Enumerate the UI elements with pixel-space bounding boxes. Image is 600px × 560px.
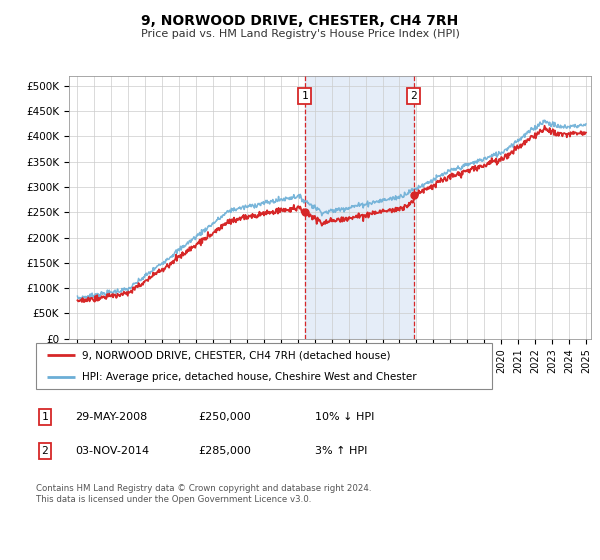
Text: £250,000: £250,000: [198, 412, 251, 422]
FancyBboxPatch shape: [36, 343, 492, 389]
Text: 3% ↑ HPI: 3% ↑ HPI: [315, 446, 367, 456]
Text: 9, NORWOOD DRIVE, CHESTER, CH4 7RH: 9, NORWOOD DRIVE, CHESTER, CH4 7RH: [142, 14, 458, 28]
Text: Contains HM Land Registry data © Crown copyright and database right 2024.
This d: Contains HM Land Registry data © Crown c…: [36, 484, 371, 504]
Text: 1: 1: [301, 91, 308, 101]
Text: 2: 2: [410, 91, 417, 101]
Text: 1: 1: [41, 412, 49, 422]
Text: HPI: Average price, detached house, Cheshire West and Chester: HPI: Average price, detached house, Ches…: [82, 372, 416, 382]
Text: 2: 2: [41, 446, 49, 456]
Text: Price paid vs. HM Land Registry's House Price Index (HPI): Price paid vs. HM Land Registry's House …: [140, 29, 460, 39]
Text: 10% ↓ HPI: 10% ↓ HPI: [315, 412, 374, 422]
Text: 03-NOV-2014: 03-NOV-2014: [75, 446, 149, 456]
Bar: [305, 76, 414, 339]
Text: 29-MAY-2008: 29-MAY-2008: [75, 412, 147, 422]
Text: £285,000: £285,000: [198, 446, 251, 456]
Text: 9, NORWOOD DRIVE, CHESTER, CH4 7RH (detached house): 9, NORWOOD DRIVE, CHESTER, CH4 7RH (deta…: [82, 350, 390, 360]
